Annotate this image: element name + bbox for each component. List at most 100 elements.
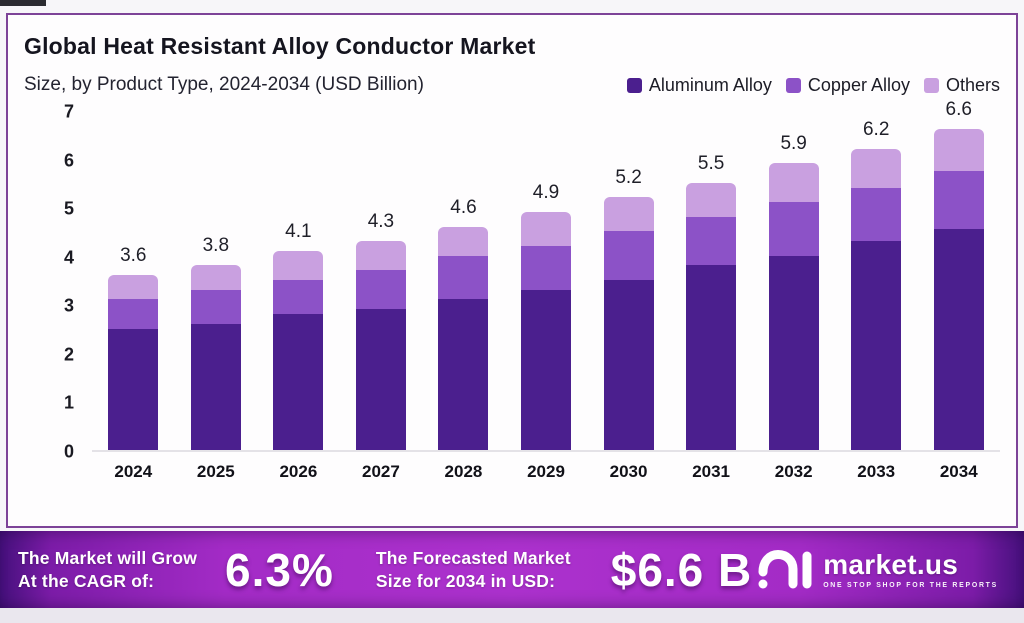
bar-total-label: 3.8: [202, 235, 230, 257]
bar-slot-2029: 4.9: [505, 112, 588, 450]
bar-slot-2031: 5.5: [670, 112, 753, 450]
x-axis-labels: 2024 2025 2026 2027 2028 2029 2030 2031 2032 2033…: [92, 462, 1000, 482]
bottom-strip: [0, 608, 1024, 623]
x-axis-label-2033: 2033: [857, 462, 896, 481]
x-axis-label-2027: 2027: [362, 462, 400, 481]
bar-segment-others: [851, 148, 902, 188]
bar-segment-others: [108, 275, 159, 300]
x-axis-label-2026: 2026: [279, 462, 318, 481]
y-tick-label: 1: [63, 392, 74, 413]
stacked-bar-2028: [438, 226, 489, 450]
bar-segment-aluminum-alloy: [190, 323, 241, 450]
bar-segment-others: [933, 129, 984, 171]
bar-segment-copper-alloy: [933, 170, 984, 229]
bar-slot-2024: 3.6: [92, 112, 175, 450]
bar-segment-copper-alloy: [438, 255, 489, 300]
legend: Aluminum Alloy Copper Alloy Others: [626, 74, 1000, 96]
stacked-bar-2024: [108, 275, 159, 450]
bar-slot-2033: 6.2: [835, 112, 918, 450]
x-axis-label-2025: 2025: [196, 462, 235, 481]
bar-total-label: 6.2: [862, 118, 890, 140]
bar-slot-2028: 4.6: [422, 112, 505, 450]
bar-segment-aluminum-alloy: [603, 280, 654, 450]
bar-segment-others: [273, 250, 324, 280]
bar-slot-2030: 5.2: [587, 112, 670, 450]
bar-segment-copper-alloy: [273, 280, 324, 314]
legend-item-aluminum-alloy: Aluminum Alloy: [626, 75, 772, 96]
legend-label: Others: [945, 74, 1000, 95]
plot-area: 0 1 2 3 4 5 6 7 3.6 3.8 4.1 4.3 4.6 4.9 5.2 5.5 5.9 6.2 6…: [24, 99, 1000, 462]
bar-segment-copper-alloy: [355, 270, 406, 310]
bar-segment-aluminum-alloy: [933, 229, 984, 450]
bar-segment-aluminum-alloy: [273, 314, 324, 450]
forecast-value: $6.6 B: [610, 543, 753, 596]
screen-corner-artifact: [0, 0, 46, 6]
cagr-value: 6.3%: [225, 543, 334, 596]
stacked-bar-2030: [603, 197, 654, 450]
bar-segment-aluminum-alloy: [686, 265, 737, 450]
stacked-bar-2025: [190, 265, 241, 450]
y-tick-label: 5: [63, 198, 74, 219]
bar-slot-2034: 6.6: [917, 99, 1000, 450]
x-axis-label-2032: 2032: [774, 462, 813, 481]
footer-banner: The Market will Grow At the CAGR of: 6.3…: [0, 531, 1024, 608]
bar-segment-aluminum-alloy: [851, 241, 902, 450]
legend-swatch-icon: [626, 77, 642, 93]
bar-segment-copper-alloy: [603, 231, 654, 280]
cagr-label: The Market will Grow At the CAGR of:: [18, 547, 197, 593]
stacked-bar-2029: [521, 212, 571, 450]
x-axis-label-2028: 2028: [444, 462, 483, 481]
bar-segment-copper-alloy: [521, 246, 571, 290]
legend-item-others: Others: [923, 74, 1000, 96]
forecast-label-line2: Size for 2034 in USD:: [375, 570, 556, 591]
bar-total-label: 6.6: [945, 99, 972, 121]
bar-segment-aluminum-alloy: [438, 299, 489, 450]
legend-label: Copper Alloy: [807, 74, 910, 95]
y-tick-label: 4: [63, 247, 74, 268]
stacked-bar-2033: [851, 148, 902, 450]
bar-segment-copper-alloy: [686, 216, 737, 266]
stacked-bar-2032: [768, 163, 819, 450]
bar-segment-aluminum-alloy: [355, 309, 406, 450]
bar-segment-copper-alloy: [190, 289, 241, 324]
bar-segment-others: [355, 241, 406, 271]
bar-total-label: 3.6: [120, 245, 147, 267]
bar-segment-others: [190, 265, 241, 290]
bar-segment-others: [603, 197, 654, 232]
stacked-bar-2034: [933, 129, 984, 450]
y-tick-label: 6: [63, 150, 74, 171]
bar-total-label: 5.2: [615, 167, 642, 189]
bar-segment-others: [521, 212, 571, 247]
y-tick-label: 2: [63, 344, 74, 365]
chart-card: Global Heat Resistant Alloy Conductor Ma…: [6, 13, 1018, 528]
brand-tagline: One Stop Shop For The Reports: [823, 581, 998, 589]
legend-item-copper-alloy: Copper Alloy: [785, 74, 910, 96]
cagr-label-line1: The Market will Grow: [18, 547, 198, 568]
brand-name: market.us: [823, 548, 959, 580]
bar-segment-aluminum-alloy: [768, 255, 819, 450]
bar-segment-aluminum-alloy: [521, 289, 571, 450]
bar-total-label: 4.1: [285, 220, 312, 242]
y-tick-label: 7: [63, 101, 74, 122]
x-axis-label-2029: 2029: [527, 462, 565, 481]
bar-segment-others: [438, 226, 489, 256]
market-us-logo-icon: [758, 549, 812, 588]
bar-segment-copper-alloy: [851, 187, 902, 242]
bar-total-label: 4.9: [532, 182, 560, 203]
cagr-label-line2: At the CAGR of:: [18, 570, 155, 591]
bar-slot-2026: 4.1: [257, 112, 340, 450]
bar-total-label: 4.3: [367, 211, 395, 233]
bar-total-label: 5.5: [697, 152, 725, 174]
forecast-label-line1: The Forecasted Market: [375, 547, 571, 568]
brand: market.us One Stop Shop For The Reports: [757, 547, 998, 593]
chart-subtitle: Size, by Product Type, 2024-2034 (USD Bi…: [24, 74, 424, 95]
y-tick-label: 0: [63, 441, 74, 462]
x-axis-label-2024: 2024: [114, 462, 153, 481]
y-axis: 0 1 2 3 4 5 6 7: [24, 102, 92, 462]
x-axis: 2024 2025 2026 2027 2028 2029 2030 2031 2032 2033…: [24, 462, 1000, 482]
bar-segment-others: [768, 163, 819, 203]
stacked-bar-2026: [273, 250, 324, 450]
bar-segment-aluminum-alloy: [108, 328, 159, 450]
x-axis-label-2034: 2034: [939, 462, 978, 481]
stacked-bar-2027: [355, 241, 406, 450]
